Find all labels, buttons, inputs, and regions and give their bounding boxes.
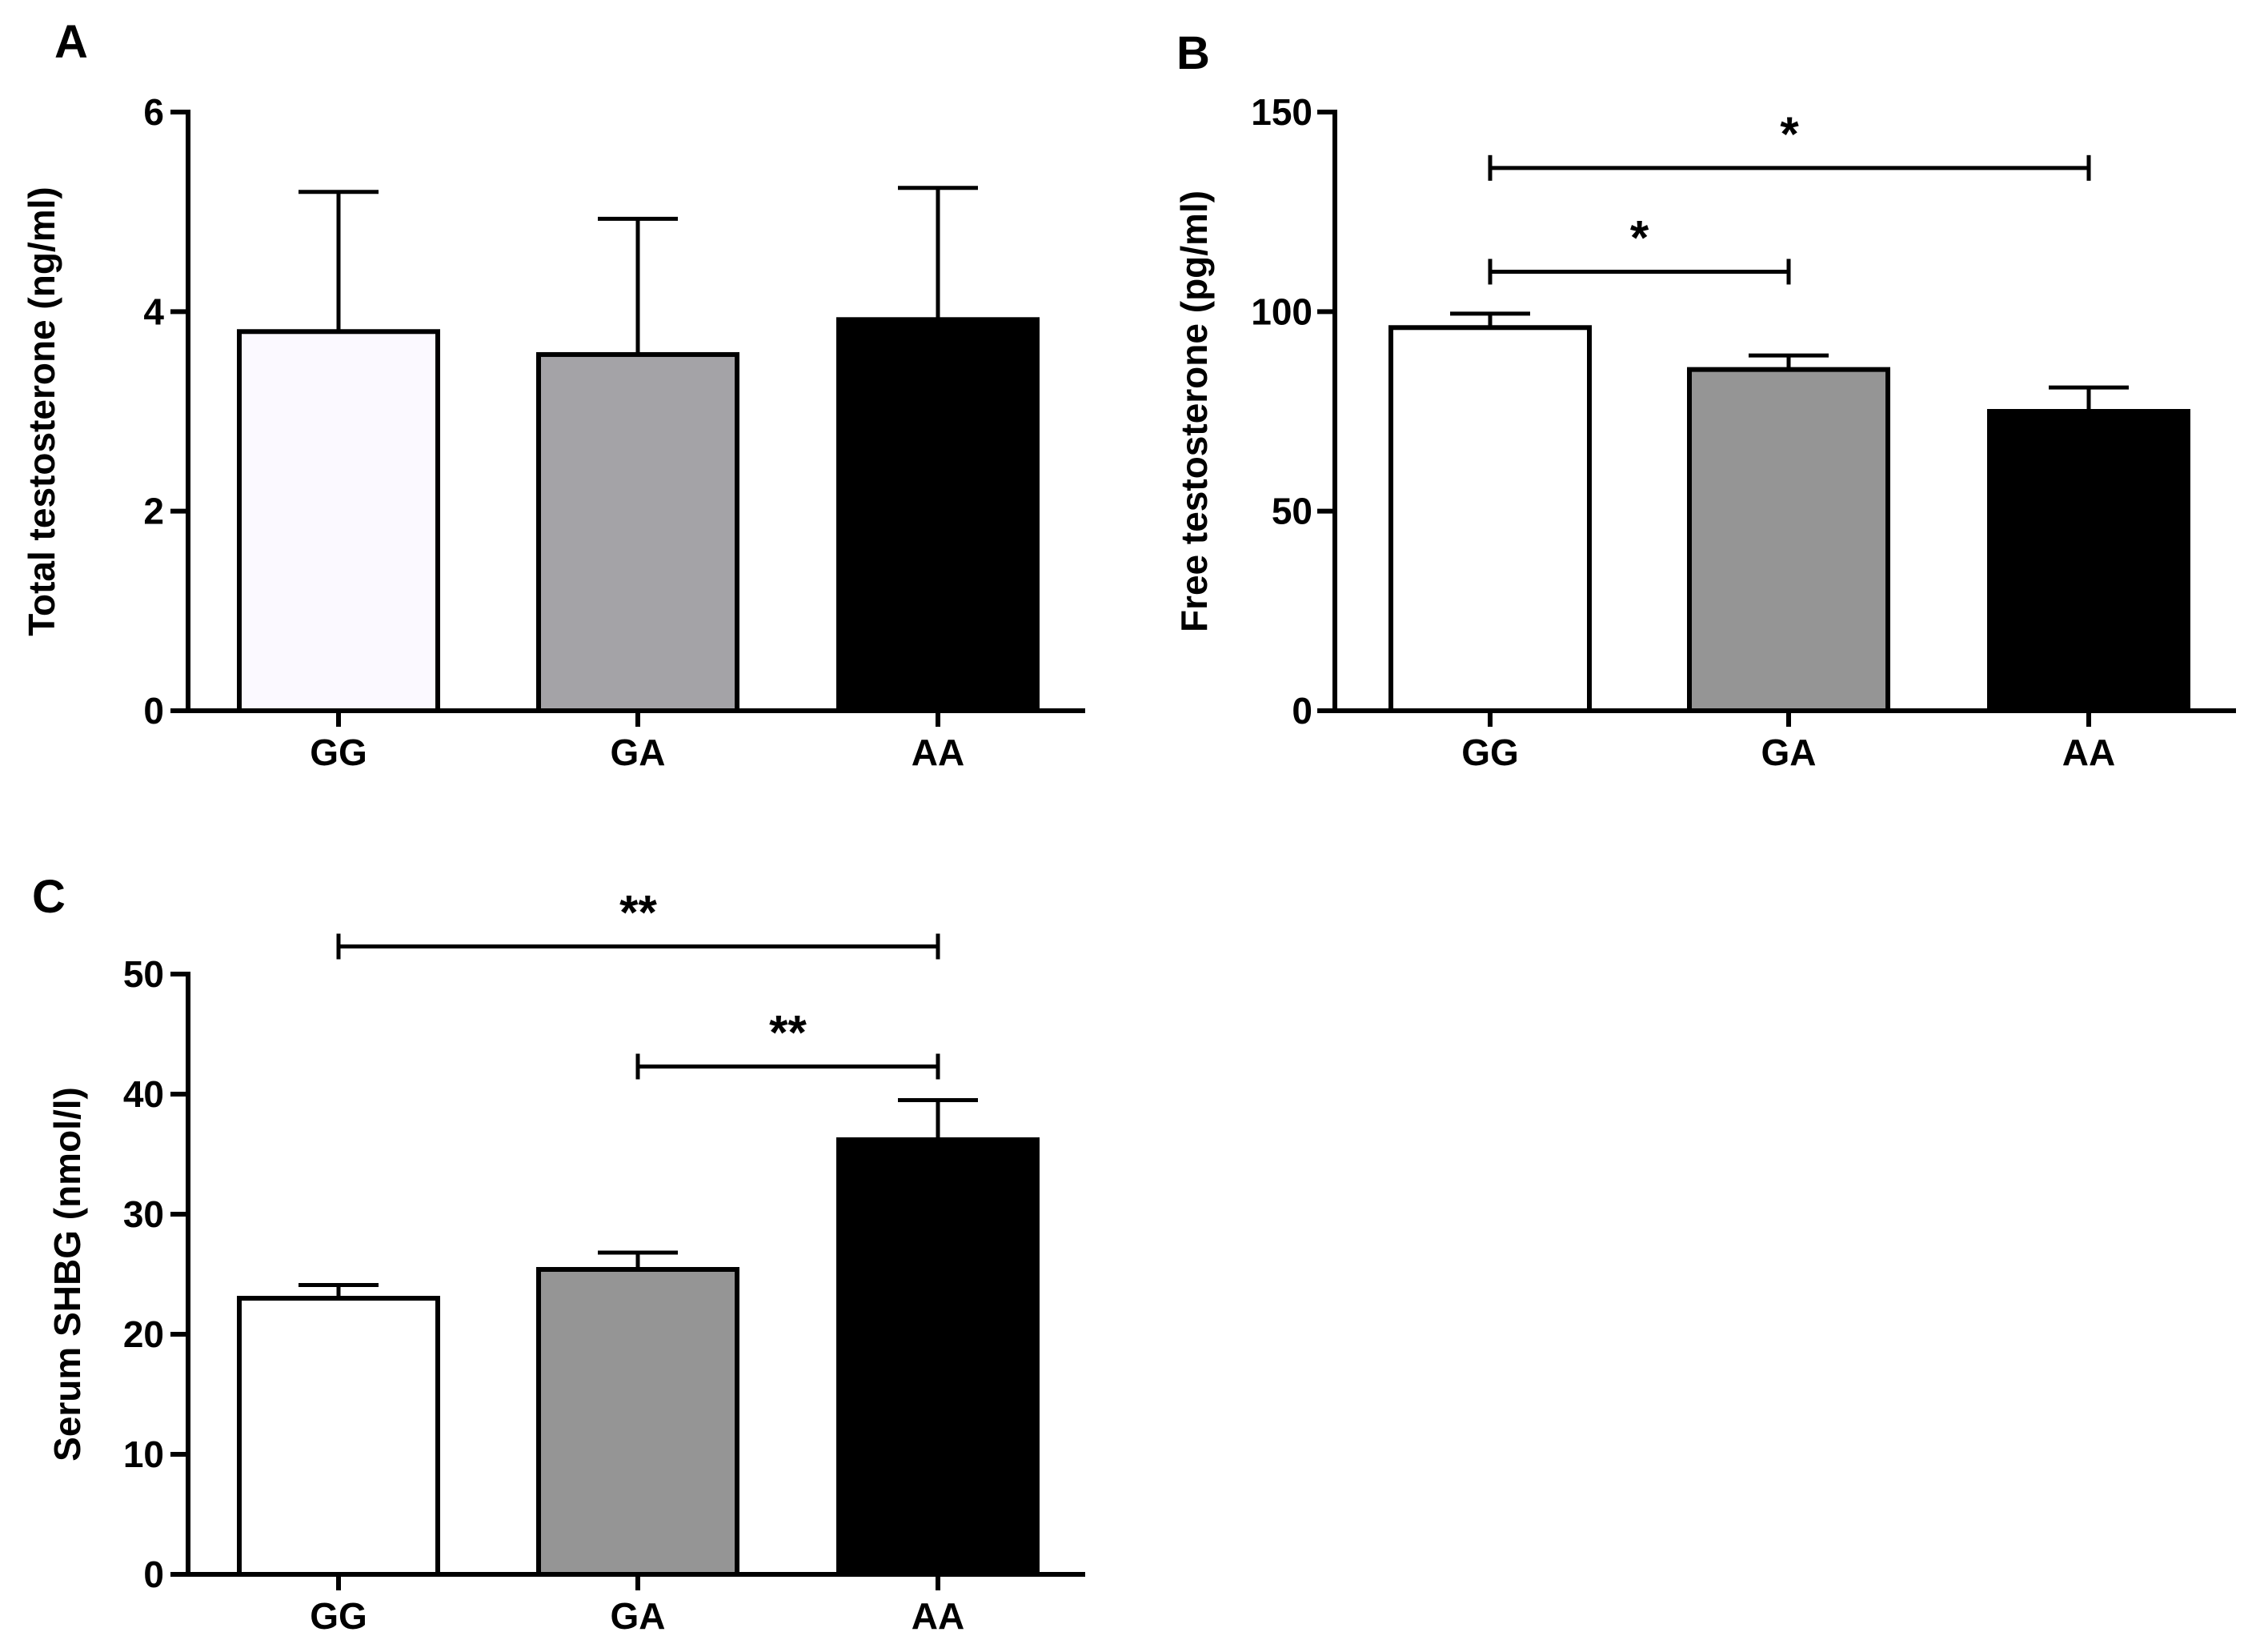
y-tick-label: 50 [123, 953, 164, 995]
y-tick-label: 40 [123, 1073, 164, 1115]
bar-gg [237, 329, 440, 713]
panel-label: B [1176, 27, 1210, 79]
panel-label: C [32, 871, 66, 923]
x-tick-label: GG [310, 732, 367, 773]
x-tick-label: AA [912, 1595, 964, 1637]
significance-label: ** [619, 886, 657, 940]
bar-gg [1388, 325, 1592, 713]
y-tick-label: 0 [143, 1554, 164, 1595]
x-tick-label: GG [1461, 732, 1519, 773]
significance-label: ** [769, 1006, 807, 1060]
y-axis-label: Free testosterone (pg/ml) [1173, 190, 1215, 632]
y-tick-label: 4 [143, 291, 164, 332]
significance-label: * [1630, 211, 1649, 264]
y-tick-label: 150 [1251, 91, 1312, 133]
bar-ga [536, 351, 739, 713]
x-tick-label: AA [912, 732, 964, 773]
x-tick-label: GG [310, 1595, 367, 1637]
x-tick-label: GA [611, 732, 666, 773]
panel-c: C 0 10 20 30 40 50 Serum SHBG (nmol/l) GG GA AA ** *… [32, 871, 1085, 1637]
bar-aa [836, 317, 1040, 713]
y-tick-label: 20 [123, 1313, 164, 1355]
panel-b: B 0 50 100 150 Free testosterone (pg/ml) GG GA A… [1173, 27, 2236, 773]
bar-aa [836, 1137, 1040, 1577]
y-tick-label: 50 [1272, 491, 1312, 532]
y-tick-label: 100 [1251, 291, 1312, 332]
x-tick-label: GA [1761, 732, 1817, 773]
bar-ga [1687, 367, 1890, 713]
y-tick-label: 0 [1292, 690, 1312, 732]
x-tick-label: GA [611, 1595, 666, 1637]
x-tick-label: AA [2062, 732, 2115, 773]
bar-ga [536, 1267, 739, 1577]
y-tick-label: 30 [123, 1193, 164, 1235]
bar-aa [1987, 409, 2190, 713]
y-axis-label: Serum SHBG (nmol/l) [46, 1087, 88, 1462]
y-tick-label: 0 [143, 690, 164, 732]
y-tick-label: 2 [143, 491, 164, 532]
y-tick-label: 6 [143, 91, 164, 133]
panel-a: A 0 2 4 6 Total testosterone (ng/ml) GG GA AA [21, 16, 1085, 773]
panel-label: A [54, 16, 88, 68]
bar-gg [237, 1296, 440, 1577]
y-axis-label: Total testosterone (ng/ml) [21, 186, 62, 636]
significance-label: * [1780, 107, 1799, 161]
y-tick-label: 10 [123, 1433, 164, 1475]
